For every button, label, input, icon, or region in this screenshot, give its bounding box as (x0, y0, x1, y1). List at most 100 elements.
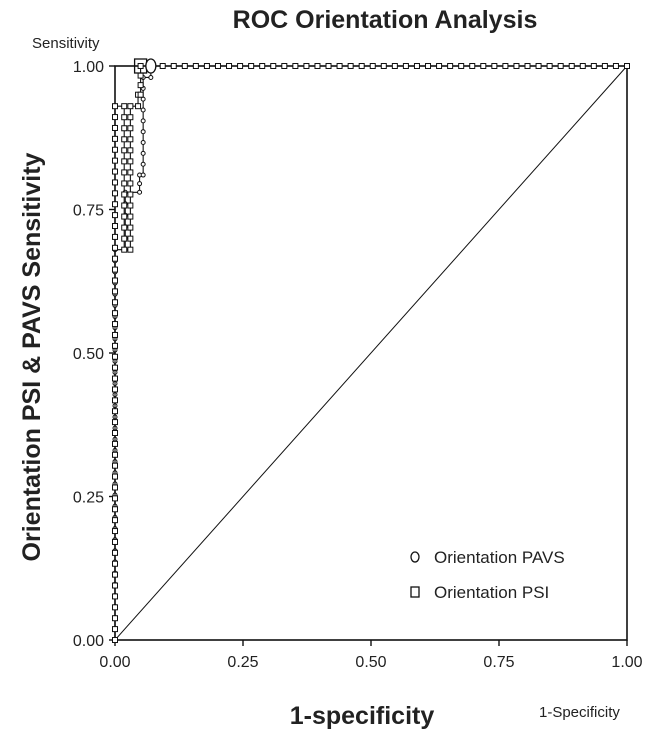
data-point-marker (325, 63, 332, 69)
data-point-marker (121, 114, 128, 121)
data-point-marker (112, 495, 118, 502)
y-tick-label: 0.50 (73, 346, 104, 363)
data-point-marker (140, 129, 146, 135)
data-point-marker (112, 342, 118, 349)
data-point-marker (524, 63, 531, 69)
data-point-marker (112, 277, 118, 284)
reference-diagonal (114, 65, 628, 641)
data-point-marker (336, 63, 343, 69)
data-point-marker (121, 103, 128, 110)
y-corner-label: Sensitivity (32, 35, 100, 52)
legend: Orientation PAVS Orientation PSI (410, 548, 565, 602)
data-point-marker (402, 63, 409, 69)
data-point-marker (140, 96, 146, 102)
data-point-marker (270, 63, 277, 69)
data-point-marker (480, 63, 487, 69)
data-point-marker (112, 310, 118, 317)
data-point-marker (292, 63, 299, 69)
data-point-marker (127, 136, 134, 143)
data-point-marker (436, 63, 443, 69)
data-point-marker (121, 169, 128, 176)
data-point-marker (425, 63, 432, 69)
data-point-marker (112, 560, 118, 567)
data-point-marker (237, 63, 244, 69)
data-point-marker (127, 114, 134, 121)
data-point-marker (112, 582, 118, 589)
data-point-marker (112, 473, 118, 480)
data-point-marker (127, 191, 134, 198)
data-point-marker (137, 63, 144, 69)
data-point-marker (112, 364, 118, 371)
data-point-marker (112, 190, 118, 197)
data-point-marker (121, 125, 128, 132)
legend-item: Orientation PAVS (410, 548, 565, 567)
data-point-marker (112, 233, 118, 240)
data-point-marker (112, 288, 118, 295)
data-point-marker (112, 157, 118, 164)
data-point-marker (112, 386, 118, 393)
data-point-marker (121, 235, 128, 242)
x-axis-label: 1-specificity (290, 702, 435, 730)
data-point-marker (112, 146, 118, 153)
data-point-marker (112, 626, 118, 633)
data-point-marker (137, 181, 143, 187)
data-point-marker (112, 517, 118, 524)
y-tick-label: 0.75 (73, 203, 104, 220)
data-point-marker (281, 63, 288, 69)
data-point-marker (121, 158, 128, 165)
data-point-marker (140, 150, 146, 156)
data-point-marker (112, 615, 118, 622)
data-point-marker (557, 63, 564, 69)
data-point-marker (248, 63, 255, 69)
data-point-marker (469, 63, 476, 69)
data-point-marker (590, 63, 597, 69)
data-point-marker (612, 63, 619, 69)
data-point-marker (226, 63, 233, 69)
data-point-marker (121, 180, 128, 187)
data-point-marker (112, 212, 118, 219)
axis-ticks: 0.00 0.25 0.50 0.75 1.00 0.00 0.25 0.50 0.75 1.00 (73, 59, 643, 671)
data-point-marker (447, 63, 454, 69)
data-point-marker (127, 180, 134, 187)
data-point-marker (347, 63, 354, 69)
series-layer (112, 58, 630, 643)
data-point-marker (369, 63, 376, 69)
data-point-marker (112, 124, 118, 131)
data-point-marker (121, 202, 128, 209)
y-axis-label: Orientation PSI & PAVS Sensitivity (18, 152, 46, 561)
data-point-marker (135, 103, 142, 110)
data-point-marker (127, 125, 134, 132)
data-point-marker (513, 63, 520, 69)
data-point-marker (137, 72, 144, 79)
legend-square-icon (410, 586, 420, 598)
data-point-marker (127, 213, 134, 220)
data-point-marker (159, 63, 166, 69)
y-tick-label: 1.00 (73, 59, 104, 76)
data-point-marker (121, 224, 128, 231)
data-point-marker (121, 147, 128, 154)
data-point-marker (568, 63, 575, 69)
data-point-marker (303, 63, 310, 69)
data-point-marker (127, 158, 134, 165)
data-point-marker (314, 63, 321, 69)
data-point-marker (112, 528, 118, 535)
data-point-marker (121, 191, 128, 198)
data-point-marker (127, 246, 134, 253)
data-point-marker (181, 63, 188, 69)
data-point-marker (112, 114, 118, 121)
data-point-marker (112, 321, 118, 328)
legend-item: Orientation PSI (410, 583, 549, 602)
data-point-marker (140, 107, 146, 113)
data-point-marker (192, 63, 199, 69)
data-point-marker (127, 224, 134, 231)
x-tick-label: 1.00 (611, 654, 642, 671)
data-point-marker (579, 63, 586, 69)
data-point-marker (112, 255, 118, 262)
data-point-marker (112, 244, 118, 251)
data-point-marker (140, 172, 146, 178)
data-point-marker (112, 266, 118, 273)
y-tick-label: 0.25 (73, 490, 104, 507)
pavs-cutoff-marker (145, 58, 157, 74)
data-point-marker (502, 63, 509, 69)
